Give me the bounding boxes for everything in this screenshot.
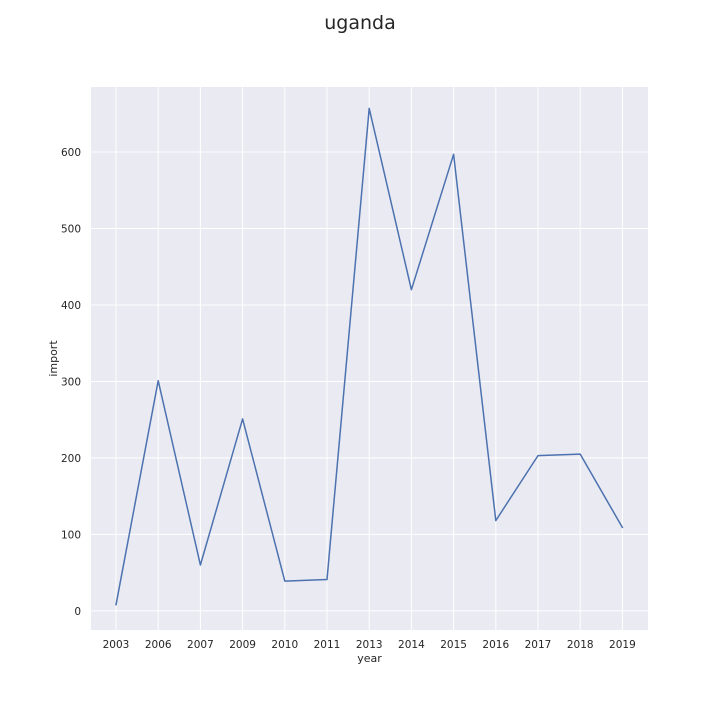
y-tick-label: 500 — [61, 223, 81, 235]
x-axis-label: year — [357, 652, 382, 665]
x-gridlines — [115, 87, 623, 630]
y-tick-label: 200 — [61, 453, 81, 465]
x-tick-label: 2006 — [145, 639, 172, 651]
y-tick-label: 100 — [61, 529, 81, 541]
y-axis-label: import — [47, 340, 60, 377]
y-tick-label: 600 — [61, 147, 81, 159]
x-tick-label: 2010 — [271, 639, 298, 651]
y-tick-label: 400 — [61, 300, 81, 312]
x-tick-label: 2018 — [567, 639, 594, 651]
x-tick-label: 2007 — [187, 639, 214, 651]
y-tick-labels: 0 100 200 300 400 500 600 — [61, 147, 81, 618]
y-gridlines — [91, 151, 648, 612]
x-tick-label: 2017 — [525, 639, 552, 651]
y-tick-label: 0 — [74, 606, 81, 618]
x-tick-label: 2003 — [103, 639, 130, 651]
series-line — [115, 107, 624, 606]
x-tick-labels: 2003 2006 2007 2009 2010 2011 2013 2014 2015 2016… — [103, 639, 636, 651]
series-group — [115, 107, 624, 606]
x-tick-label: 2013 — [356, 639, 383, 651]
x-tick-label: 2019 — [609, 639, 636, 651]
x-tick-label: 2016 — [482, 639, 509, 651]
x-tick-label: 2014 — [398, 639, 425, 651]
y-tick-label: 300 — [61, 376, 81, 388]
x-tick-label: 2015 — [440, 639, 467, 651]
x-tick-label: 2011 — [314, 639, 341, 651]
x-tick-label: 2009 — [229, 639, 256, 651]
chart-title: uganda — [324, 12, 396, 34]
